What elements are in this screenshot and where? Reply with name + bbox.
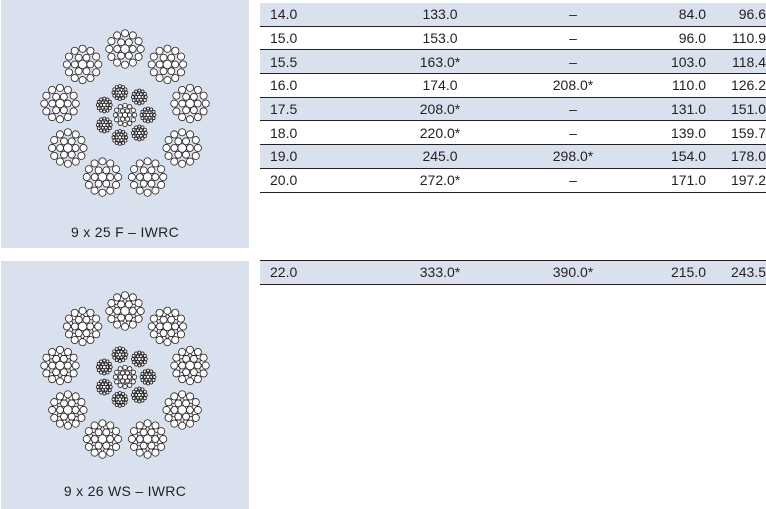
table-cell: – bbox=[510, 26, 636, 51]
table-cell: 163.0* bbox=[370, 49, 510, 75]
table-row: 20.0 272.0* –171.0 197.2 bbox=[260, 168, 766, 193]
table-cell: 272.0* bbox=[370, 168, 510, 193]
rope-cross-section-9x25f bbox=[40, 29, 210, 197]
table-cell: 17.5 bbox=[260, 97, 370, 122]
table-row: 18.0 220.0* –139.0 159.7 bbox=[260, 120, 766, 146]
table-cell: 390.0* bbox=[510, 261, 636, 285]
table-cell: – bbox=[510, 120, 636, 146]
table-cell: 215.0 bbox=[636, 261, 706, 285]
table-cell: 84.0 bbox=[636, 3, 706, 27]
table-cell: 333.0* bbox=[370, 261, 510, 285]
table-cell: 154.0 bbox=[636, 144, 706, 169]
table-cell: 110.0 bbox=[636, 73, 706, 98]
table-cell: 151.0 bbox=[706, 97, 766, 122]
rope-label-9x25f: 9 x 25 F – IWRC bbox=[71, 224, 179, 240]
table-cell: 174.0 bbox=[370, 73, 510, 98]
table-cell: 103.0 bbox=[636, 49, 706, 75]
table-cell: 153.0 bbox=[370, 26, 510, 51]
table-cell: 245.0 bbox=[370, 144, 510, 169]
table-cell: 197.2 bbox=[706, 168, 766, 193]
table-row: 15.5 163.0* –103.0 118.4 bbox=[260, 49, 766, 75]
table-cell: 15.0 bbox=[260, 26, 370, 51]
table-cell: – bbox=[510, 3, 636, 27]
table-cell: – bbox=[510, 49, 636, 75]
table-cell: 16.0 bbox=[260, 73, 370, 98]
table-cell: 208.0* bbox=[370, 97, 510, 122]
table-row: 15.0 153.0–96.0 110.9 bbox=[260, 26, 766, 51]
rope-panel-9x25f: 9 x 25 F – IWRC bbox=[1, 0, 249, 248]
table-cell: 110.9 bbox=[706, 26, 766, 51]
table-row: 22.0 333.0* 390.0* 215.0 243.5 bbox=[260, 261, 766, 285]
table-row: 19.0 245.0 298.0* 154.0 178.0 bbox=[260, 144, 766, 169]
rope-label-9x26ws: 9 x 26 WS – IWRC bbox=[63, 483, 187, 499]
table-cell: – bbox=[510, 97, 636, 122]
table-row: 16.0 174.0 208.0* 110.0 126.2 bbox=[260, 73, 766, 98]
rope-spec-table-9x25f: 14.0 133.0–84.0 96.6 15.0 153.0–96.0 110.9 15.… bbox=[260, 3, 766, 193]
rope-cross-section-9x26ws bbox=[40, 291, 210, 459]
table-cell: 96.0 bbox=[636, 26, 706, 51]
rope-panel-9x26ws: 9 x 26 WS – IWRC bbox=[1, 261, 249, 509]
table-cell: 18.0 bbox=[260, 120, 370, 146]
table-row: 14.0 133.0–84.0 96.6 bbox=[260, 3, 766, 27]
table-cell: 243.5 bbox=[706, 261, 766, 285]
table-cell: 118.4 bbox=[706, 49, 766, 75]
table-cell: 20.0 bbox=[260, 168, 370, 193]
table-cell: 15.5 bbox=[260, 49, 370, 75]
table-cell: 96.6 bbox=[706, 3, 766, 27]
table-row: 17.5 208.0* –131.0 151.0 bbox=[260, 97, 766, 122]
table-cell: 208.0* bbox=[510, 73, 636, 98]
table-cell: 133.0 bbox=[370, 3, 510, 27]
table-cell: 131.0 bbox=[636, 97, 706, 122]
table-cell: 22.0 bbox=[260, 261, 370, 285]
table-cell: 159.7 bbox=[706, 120, 766, 146]
table-cell: 178.0 bbox=[706, 144, 766, 169]
table-top-rule bbox=[260, 260, 766, 261]
table-cell: 171.0 bbox=[636, 168, 706, 193]
table-cell: – bbox=[510, 168, 636, 193]
table-cell: 19.0 bbox=[260, 144, 370, 169]
table-cell: 298.0* bbox=[510, 144, 636, 169]
table-cell: 126.2 bbox=[706, 73, 766, 98]
rope-spec-table-9x26ws: 22.0 333.0* 390.0* 215.0 243.5 bbox=[260, 261, 766, 285]
table-cell: 220.0* bbox=[370, 120, 510, 146]
table-cell: 139.0 bbox=[636, 120, 706, 146]
table-cell: 14.0 bbox=[260, 3, 370, 27]
